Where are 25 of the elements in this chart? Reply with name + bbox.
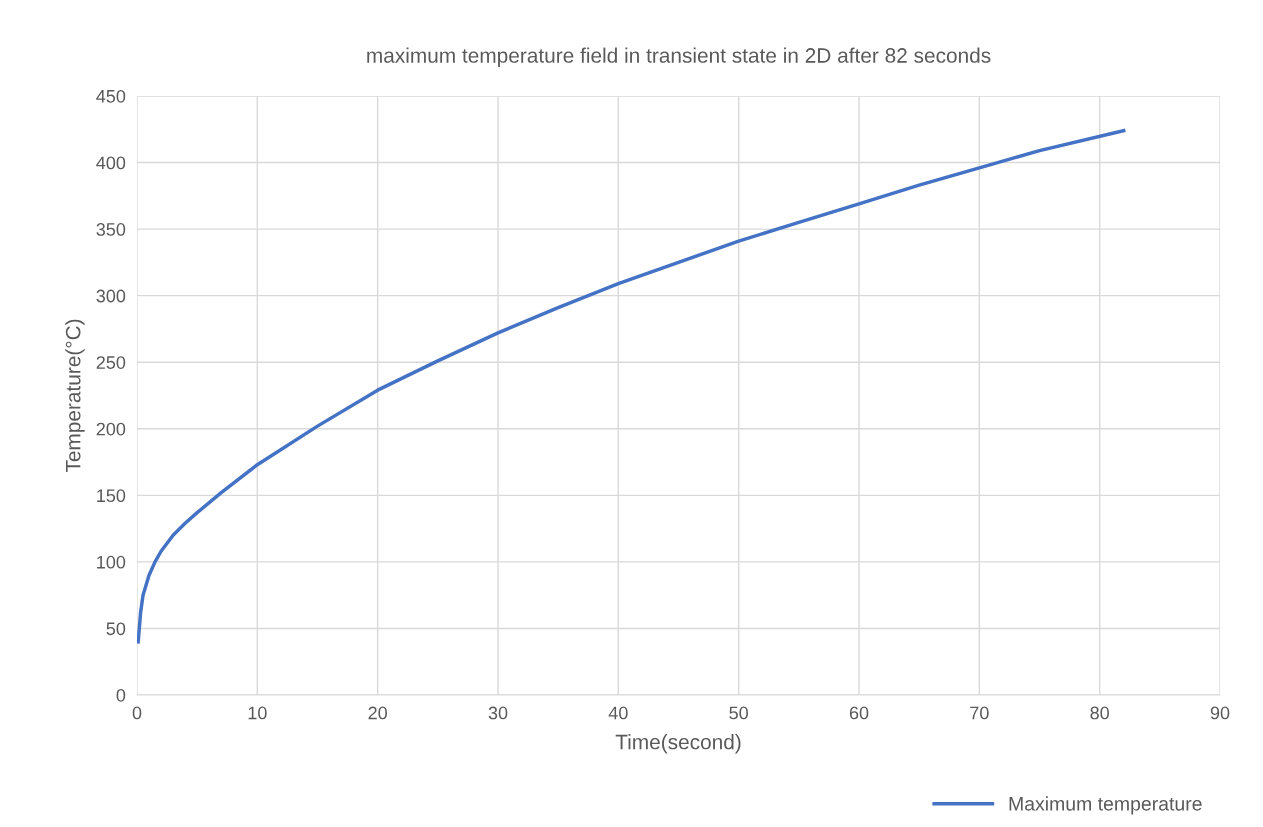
y-tick-label: 300 bbox=[96, 289, 126, 303]
y-tick-label: 200 bbox=[96, 422, 126, 436]
y-tick-label: 350 bbox=[96, 223, 126, 236]
chart-title: maximum temperature field in transient state in 2D after 82 seconds bbox=[367, 47, 991, 67]
x-tick-label: 60 bbox=[849, 706, 869, 720]
x-tick-label: 50 bbox=[729, 706, 748, 720]
x-tick-label: 20 bbox=[368, 706, 387, 720]
x-tick-label: 0 bbox=[132, 706, 142, 720]
y-tick-label: 250 bbox=[96, 356, 126, 369]
y-tick-label: 450 bbox=[96, 89, 126, 103]
x-tick-label: 80 bbox=[1090, 706, 1109, 720]
y-tick-label: 50 bbox=[106, 622, 126, 636]
y-axis-title: Temperature(°C) bbox=[65, 319, 85, 473]
x-tick-label: 30 bbox=[488, 706, 508, 720]
y-tick-label: 100 bbox=[97, 555, 126, 569]
y-tick-label: 400 bbox=[96, 156, 126, 170]
x-tick-label: 70 bbox=[970, 706, 989, 720]
x-tick-label: 90 bbox=[1210, 706, 1230, 720]
x-axis-title: Time(second) bbox=[615, 734, 741, 754]
legend-label: Maximum temperature bbox=[1009, 796, 1202, 815]
line-series bbox=[137, 128, 1126, 644]
x-tick-label: 40 bbox=[608, 706, 628, 720]
y-tick-label: 0 bbox=[116, 688, 126, 702]
y-tick-label: 150 bbox=[97, 489, 126, 503]
x-tick-label: 10 bbox=[248, 706, 267, 720]
